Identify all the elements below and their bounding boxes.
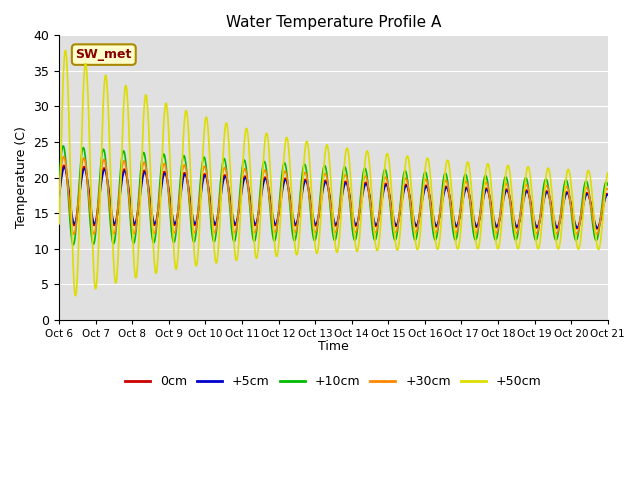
Title: Water Temperature Profile A: Water Temperature Profile A — [226, 15, 441, 30]
Legend: 0cm, +5cm, +10cm, +30cm, +50cm: 0cm, +5cm, +10cm, +30cm, +50cm — [120, 370, 547, 393]
Y-axis label: Temperature (C): Temperature (C) — [15, 127, 28, 228]
X-axis label: Time: Time — [318, 340, 349, 353]
Text: SW_met: SW_met — [76, 48, 132, 61]
